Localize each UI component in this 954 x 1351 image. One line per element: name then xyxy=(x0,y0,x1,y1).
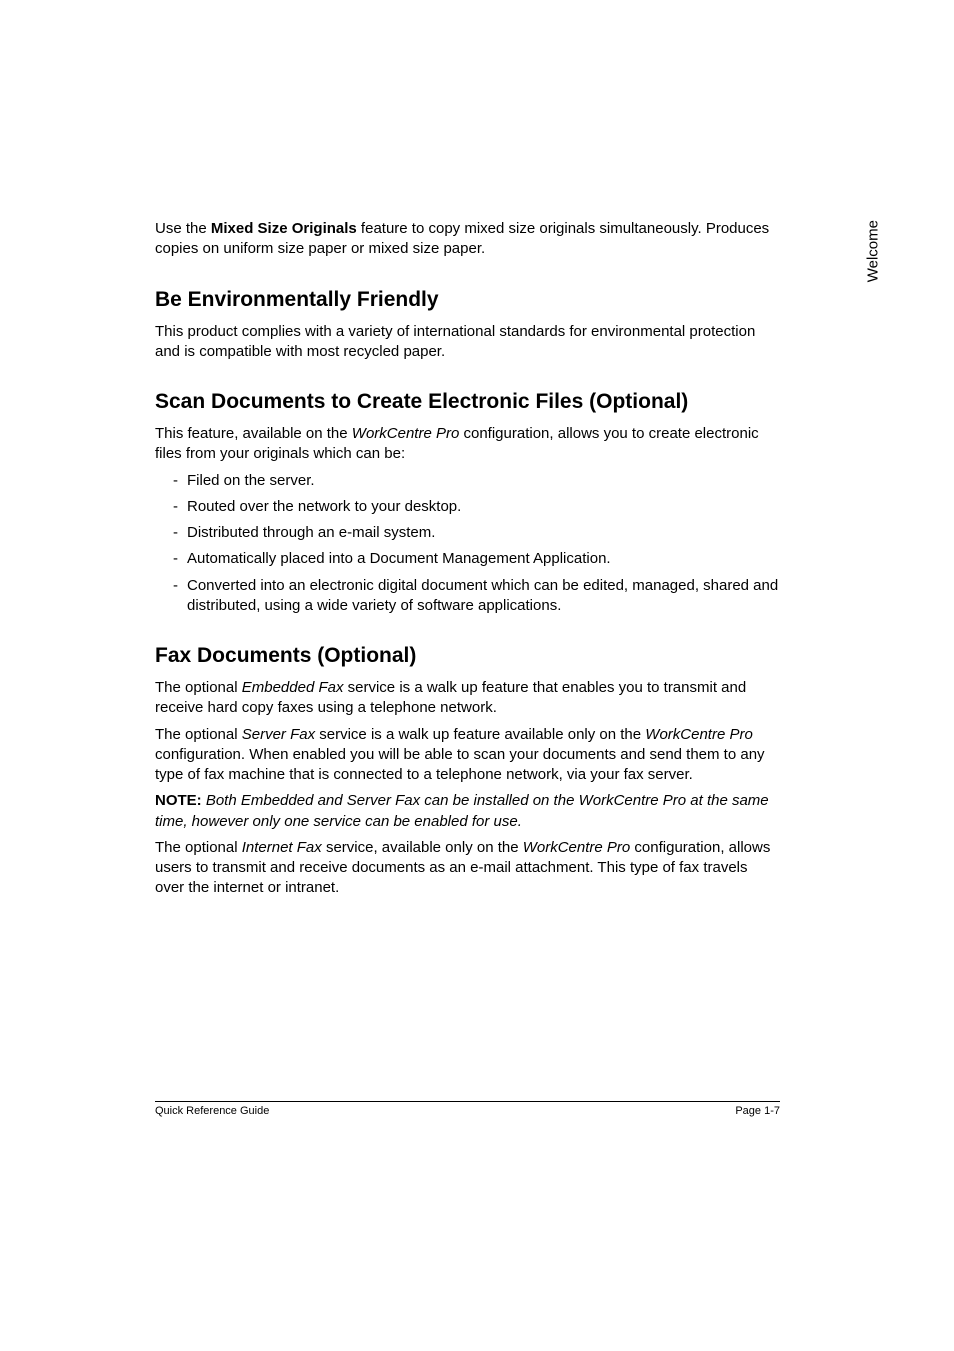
list-text: Automatically placed into a Document Man… xyxy=(187,549,780,569)
fax-p2: The optional Server Fax service is a wal… xyxy=(155,725,780,786)
fax-p2b: service is a walk up feature available o… xyxy=(315,726,645,743)
scan-desc-prefix: This feature, available on the xyxy=(155,425,352,442)
list-item: -Filed on the server. xyxy=(173,471,780,491)
list-text: Routed over the network to your desktop. xyxy=(187,497,780,517)
env-text: This product complies with a variety of … xyxy=(155,322,780,363)
body-fax: The optional Embedded Fax service is a w… xyxy=(155,678,780,899)
fax-note: NOTE: Both Embedded and Server Fax can b… xyxy=(155,791,780,832)
fax-p3a: The optional xyxy=(155,839,242,856)
footer-left: Quick Reference Guide xyxy=(155,1105,269,1117)
list-item: -Routed over the network to your desktop… xyxy=(173,497,780,517)
fax-p2a: The optional xyxy=(155,726,242,743)
fax-note-label: NOTE: xyxy=(155,792,202,809)
list-item: -Distributed through an e-mail system. xyxy=(173,523,780,543)
page-content: Use the Mixed Size Originals feature to … xyxy=(155,219,780,927)
list-text: Converted into an electronic digital doc… xyxy=(187,576,780,617)
intro-prefix: Use the xyxy=(155,220,211,237)
footer-rule xyxy=(155,1101,780,1102)
fax-p3i2: WorkCentre Pro xyxy=(523,839,631,856)
fax-p1: The optional Embedded Fax service is a w… xyxy=(155,678,780,719)
footer-right: Page 1-7 xyxy=(735,1105,780,1117)
list-text: Distributed through an e-mail system. xyxy=(187,523,780,543)
fax-note-italic: Both Embedded and Server Fax can be inst… xyxy=(155,792,769,829)
list-item: -Automatically placed into a Document Ma… xyxy=(173,549,780,569)
intro-bold: Mixed Size Originals xyxy=(211,220,357,237)
fax-p3b: service, available only on the xyxy=(322,839,523,856)
list-dash: - xyxy=(173,549,187,569)
list-dash: - xyxy=(173,576,187,617)
scan-desc: This feature, available on the WorkCentr… xyxy=(155,424,780,465)
body-environment: This product complies with a variety of … xyxy=(155,322,780,363)
page-footer: Quick Reference Guide Page 1-7 xyxy=(155,1101,780,1117)
list-item: -Converted into an electronic digital do… xyxy=(173,576,780,617)
fax-p3: The optional Internet Fax service, avail… xyxy=(155,838,780,899)
fax-p1i: Embedded Fax xyxy=(242,679,344,696)
side-chapter-label: Welcome xyxy=(864,220,881,282)
fax-p1a: The optional xyxy=(155,679,242,696)
fax-p3i1: Internet Fax xyxy=(242,839,322,856)
fax-p2i2: WorkCentre Pro xyxy=(645,726,753,743)
scan-desc-italic: WorkCentre Pro xyxy=(352,425,460,442)
body-scan: This feature, available on the WorkCentr… xyxy=(155,424,780,616)
list-text: Filed on the server. xyxy=(187,471,780,491)
fax-p2i1: Server Fax xyxy=(242,726,315,743)
list-dash: - xyxy=(173,471,187,491)
fax-p2c: configuration. When enabled you will be … xyxy=(155,746,765,783)
heading-fax: Fax Documents (Optional) xyxy=(155,644,780,668)
list-dash: - xyxy=(173,497,187,517)
list-dash: - xyxy=(173,523,187,543)
scan-list: -Filed on the server.-Routed over the ne… xyxy=(173,471,780,617)
footer-row: Quick Reference Guide Page 1-7 xyxy=(155,1105,780,1117)
heading-scan: Scan Documents to Create Electronic File… xyxy=(155,390,780,414)
intro-paragraph: Use the Mixed Size Originals feature to … xyxy=(155,219,780,260)
heading-environment: Be Environmentally Friendly xyxy=(155,288,780,312)
